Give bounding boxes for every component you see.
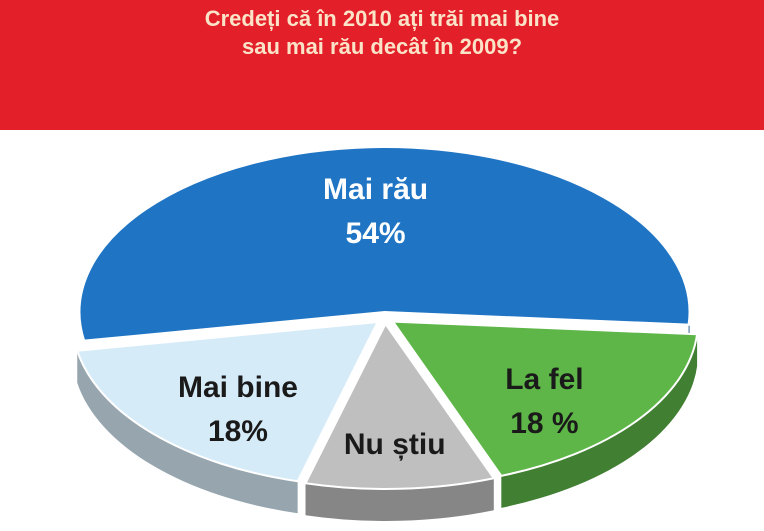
slice-label: La fel bbox=[505, 363, 583, 396]
slice-value-label: 54% bbox=[346, 217, 406, 250]
pie-slice bbox=[391, 320, 699, 477]
pie-slice bbox=[75, 320, 380, 483]
pie-slice-side bbox=[77, 350, 298, 514]
slice-label: Mai rău bbox=[323, 173, 428, 206]
slice-label: Nu știu bbox=[344, 428, 446, 461]
slice-value-label: 18 % bbox=[510, 407, 578, 440]
header-band bbox=[0, 0, 764, 130]
pie-slice bbox=[78, 146, 691, 342]
slice-value-label: 18% bbox=[208, 415, 268, 448]
slice-label: Mai bine bbox=[178, 371, 298, 404]
chart-title: Credeți că în 2010 ați trăi mai bine bbox=[205, 6, 560, 31]
pie-slice bbox=[304, 322, 496, 490]
chart-title: sau mai rău decât în 2009? bbox=[242, 34, 522, 59]
pie-slice-side bbox=[501, 334, 698, 508]
